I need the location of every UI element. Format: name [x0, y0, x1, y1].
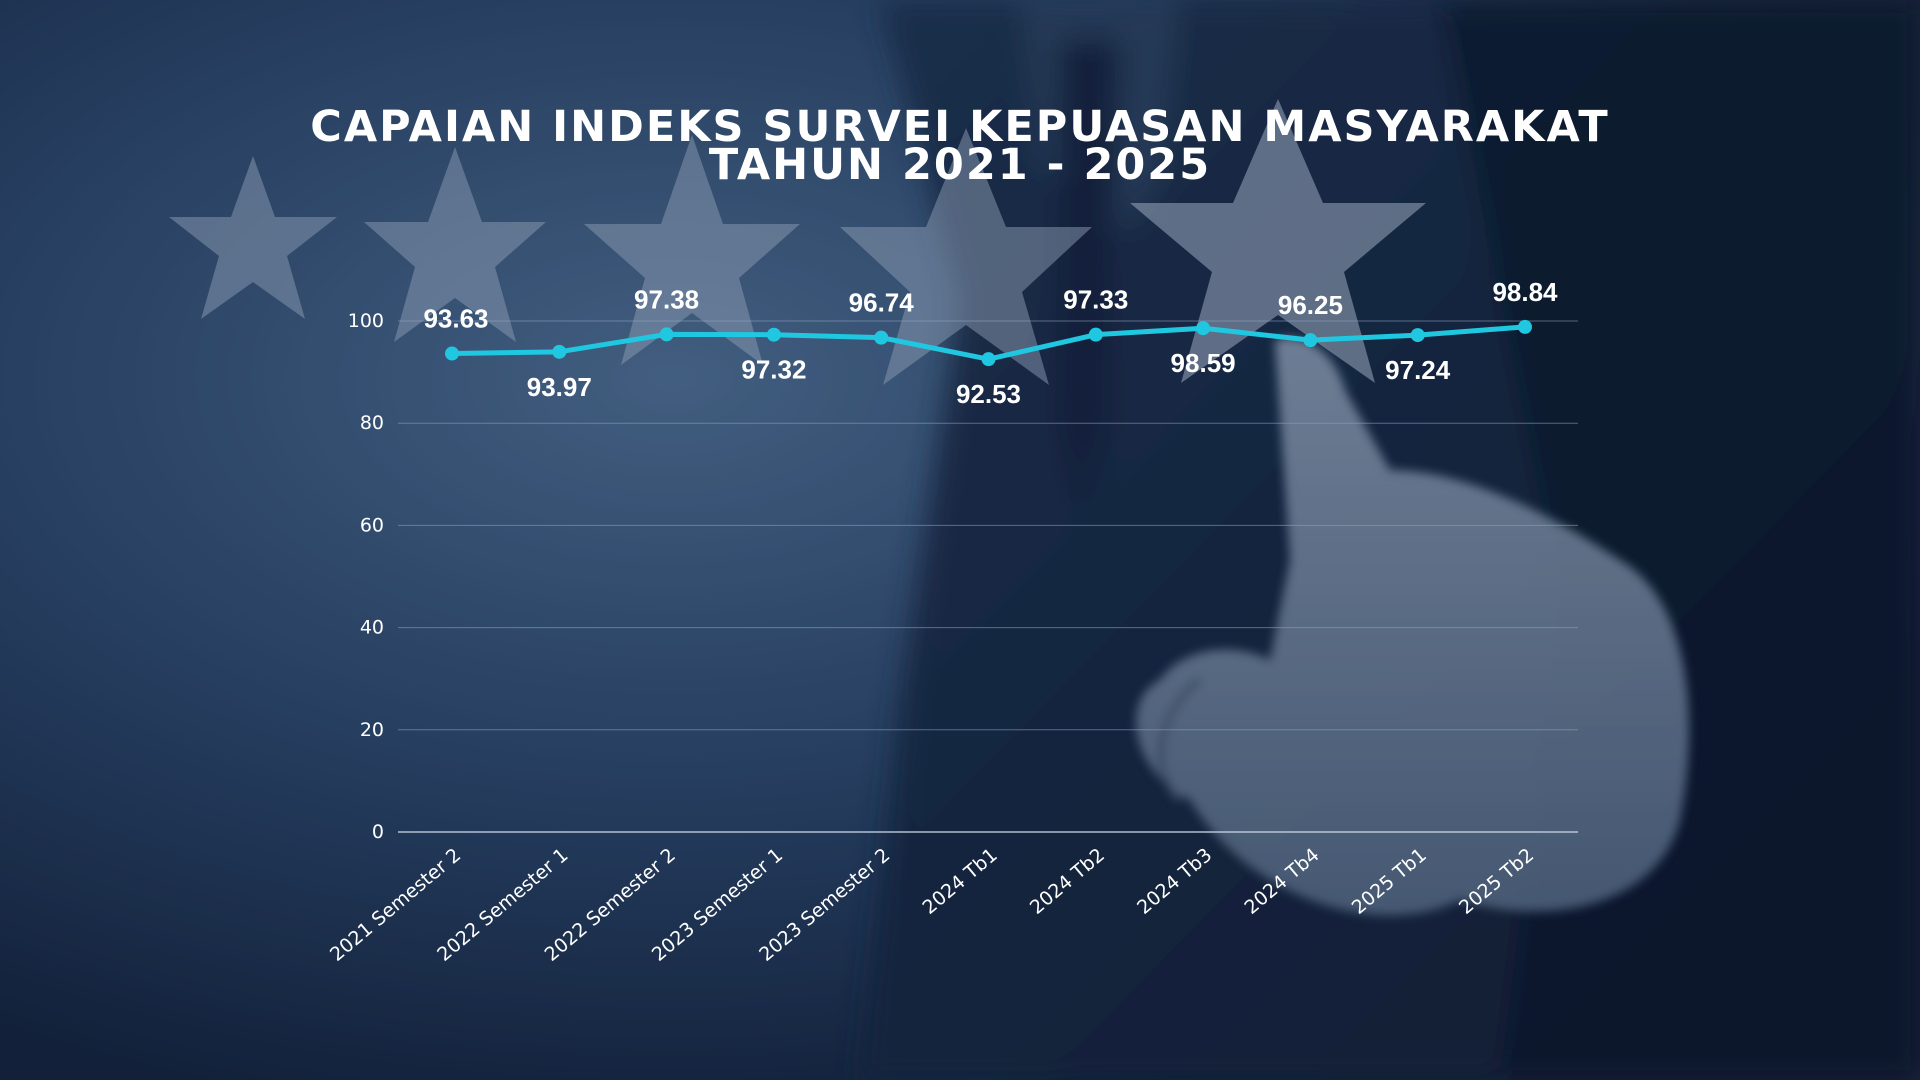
chart-title: CAPAIAN INDEKS SURVEI KEPUASAN MASYARAKA…: [0, 102, 1920, 190]
data-labels: 93.63 93.97 97.38 97.32 96.74 92.53 97.33 98.59…: [423, 277, 1558, 409]
data-point: [1196, 321, 1211, 336]
data-label: 93.97: [527, 372, 592, 402]
y-tick-label: 40: [360, 617, 384, 639]
data-label: 98.84: [1492, 277, 1558, 307]
data-point: [552, 344, 567, 359]
x-tick-label: 2024 Tb1: [919, 844, 1002, 919]
star-icon: [584, 135, 800, 365]
data-label: 97.24: [1385, 355, 1451, 385]
data-point: [445, 346, 459, 361]
y-axis-ticks: 0 20 40 60 80 100: [348, 310, 384, 843]
y-tick-label: 60: [360, 514, 384, 536]
data-point: [874, 330, 889, 345]
x-tick-label: 2025 Tb2: [1455, 844, 1538, 919]
chart-title-line-1: CAPAIAN INDEKS SURVEI KEPUASAN MASYARAKA…: [310, 102, 1610, 152]
star-icon: [364, 147, 546, 342]
x-tick-label: 2024 Tb2: [1026, 844, 1109, 919]
data-label: 98.59: [1171, 348, 1236, 378]
gridlines: [398, 320, 1578, 833]
data-point: [766, 327, 781, 342]
chart-title-line-2: TAHUN 2021 - 2025: [708, 140, 1212, 190]
data-point: [1518, 319, 1532, 334]
star-icon: [1130, 99, 1426, 383]
data-point: [1303, 333, 1318, 348]
data-label: 97.32: [741, 355, 806, 385]
data-point: [659, 327, 674, 342]
star-icon: [169, 156, 337, 319]
data-label: 97.33: [1063, 285, 1128, 315]
data-point: [981, 352, 996, 367]
series: [445, 319, 1532, 367]
y-tick-label: 100: [348, 310, 384, 332]
x-tick-label: 2024 Tb4: [1240, 844, 1323, 919]
x-tick-label: 2025 Tb1: [1348, 844, 1431, 919]
data-label: 97.38: [634, 284, 699, 314]
y-tick-label: 20: [360, 719, 384, 741]
y-tick-label: 80: [360, 412, 384, 434]
data-label: 96.74: [849, 288, 915, 318]
y-tick-label: 0: [372, 821, 384, 843]
data-point: [1088, 327, 1103, 342]
x-tick-label: 2024 Tb3: [1133, 844, 1216, 919]
data-point: [1410, 328, 1425, 343]
data-label: 92.53: [956, 379, 1021, 409]
pointing-hand: [1136, 337, 1690, 916]
data-label: 93.63: [423, 304, 488, 334]
data-label: 96.25: [1278, 290, 1343, 320]
